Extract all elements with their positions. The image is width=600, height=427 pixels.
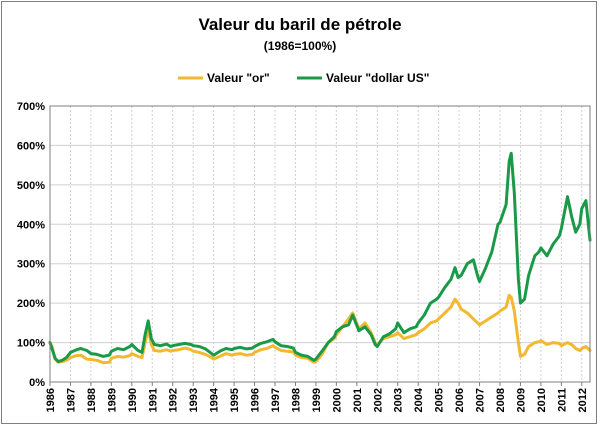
x-tick-label: 1988: [86, 388, 98, 412]
y-tick-label: 700%: [17, 101, 45, 113]
x-tick-label: 1996: [250, 388, 262, 412]
x-tick-label: 1986: [45, 388, 57, 412]
y-tick-label: 400%: [17, 219, 45, 231]
x-tick-label: 1998: [290, 388, 302, 412]
x-tick-label: 2009: [515, 388, 527, 412]
x-tick-label: 2012: [577, 388, 589, 412]
x-axis-ticks: 1986 1987 1988 1989 1990 1991 1992 1993 1994 1995…: [45, 382, 589, 412]
x-tick-label: 1993: [188, 388, 200, 412]
legend: Valeur "or" Valeur "dollar US": [178, 71, 429, 85]
x-tick-label: 1994: [209, 387, 221, 412]
x-tick-label: 2003: [393, 388, 405, 412]
x-tick-label: 2006: [454, 388, 466, 412]
y-axis-ticks: 0% 100% 200% 300% 400% 500% 600% 700%: [17, 101, 45, 389]
y-tick-label: 500%: [17, 180, 45, 192]
series-lines: [48, 151, 592, 365]
legend-label-dollar: Valeur "dollar US": [326, 71, 429, 85]
y-tick-label: 600%: [17, 140, 45, 152]
plot-area-border: [49, 105, 591, 383]
x-tick-label: 2007: [475, 388, 487, 412]
x-tick-label: 1992: [168, 388, 180, 412]
x-tick-label: 1999: [311, 388, 323, 412]
x-tick-label: 2000: [331, 388, 343, 412]
x-tick-label: 1989: [106, 388, 118, 412]
y-tick-label: 0%: [29, 377, 45, 389]
y-tick-label: 200%: [17, 298, 45, 310]
x-tick-label: 1995: [229, 388, 241, 412]
x-tick-label: 2004: [413, 387, 425, 412]
x-tick-label: 1997: [270, 388, 282, 412]
series-line-dollar: [48, 151, 592, 363]
legend-label-or: Valeur "or": [207, 71, 270, 85]
x-tick-label: 1991: [147, 388, 159, 412]
x-tick-label: 2001: [352, 388, 364, 412]
x-tick-label: 2002: [372, 388, 384, 412]
x-tick-label: 2011: [556, 388, 568, 412]
y-tick-label: 100%: [17, 338, 45, 350]
chart-title: Valeur du baril de pétrole: [198, 15, 401, 34]
x-tick-label: 2010: [536, 388, 548, 412]
grid: [49, 105, 590, 383]
x-tick-label: 1987: [65, 388, 77, 412]
x-tick-label: 1990: [127, 388, 139, 412]
chart-subtitle: (1986=100%): [264, 39, 336, 53]
y-tick-label: 300%: [17, 259, 45, 271]
x-tick-label: 2008: [495, 388, 507, 412]
x-tick-label: 2005: [434, 388, 446, 412]
